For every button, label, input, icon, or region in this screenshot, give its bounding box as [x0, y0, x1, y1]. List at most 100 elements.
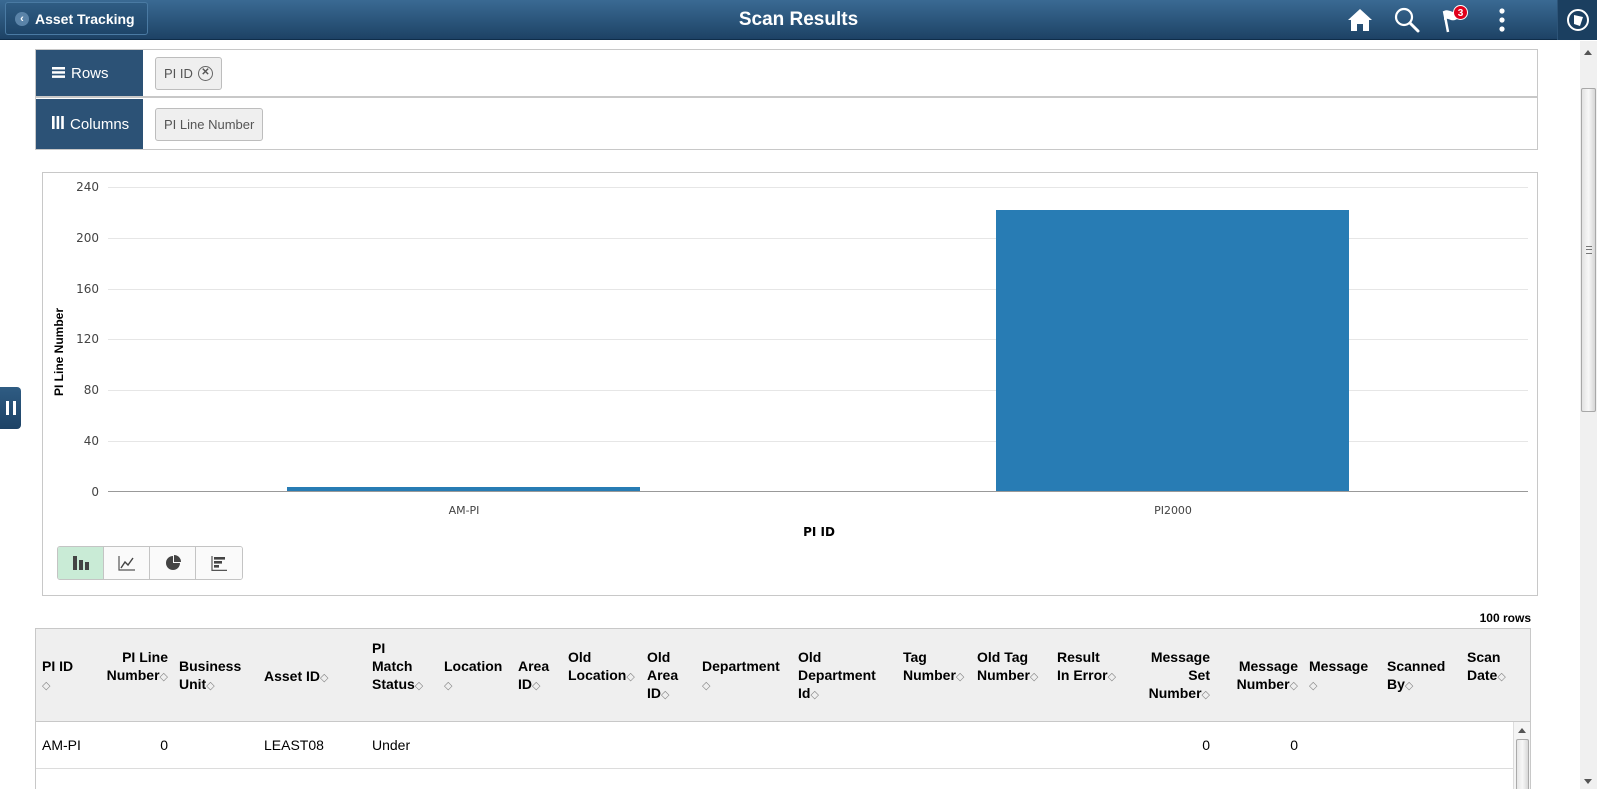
- sort-icon[interactable]: ◇: [444, 680, 453, 692]
- sort-icon[interactable]: ◇: [626, 671, 635, 683]
- bar-chart-button[interactable]: [58, 547, 105, 579]
- column-header[interactable]: Old Tag Number ◇: [977, 648, 1038, 686]
- column-header[interactable]: Old Area ID ◇: [647, 648, 678, 704]
- page-scrollbar[interactable]: [1580, 41, 1597, 789]
- sort-icon[interactable]: ◇: [1107, 671, 1117, 683]
- column-header[interactable]: Message ◇: [1309, 657, 1368, 695]
- results-grid: PI ID ◇ PI Line Number ◇ Business Unit ◇ Asset…: [35, 628, 1531, 789]
- pie-chart-button[interactable]: [150, 547, 196, 579]
- line-chart-button[interactable]: [104, 547, 150, 579]
- column-header-label: Status ◇: [372, 675, 423, 695]
- sort-icon[interactable]: ◇: [1201, 689, 1210, 701]
- home-icon[interactable]: [1346, 6, 1374, 34]
- sort-icon[interactable]: ◇: [661, 689, 670, 701]
- columns-drop-zone[interactable]: PI Line Number: [143, 99, 1537, 149]
- y-tick: 0: [91, 485, 99, 499]
- column-header[interactable]: Scanned By ◇: [1387, 657, 1445, 695]
- table-row[interactable]: AM-PI 0 LEAST08 Under 0 0: [36, 722, 1530, 769]
- grip-icon: [1586, 246, 1592, 254]
- gridline: [108, 289, 1528, 290]
- column-header-label: ID ◇: [518, 675, 549, 695]
- column-header-label: Location ◇: [568, 666, 635, 686]
- column-header[interactable]: Scan Date ◇: [1467, 648, 1506, 686]
- rows-chip-pi-id[interactable]: PI ID ✕: [155, 56, 222, 90]
- column-header-label: PI Line: [122, 649, 168, 665]
- sort-icon[interactable]: ◇: [42, 680, 51, 692]
- table-row[interactable]: [36, 769, 1530, 789]
- sort-icon[interactable]: ◇: [159, 671, 168, 683]
- side-panel-toggle[interactable]: [0, 387, 21, 429]
- grid-scrollbar[interactable]: [1513, 722, 1530, 789]
- column-header[interactable]: Message Number ◇: [1216, 657, 1298, 695]
- gridline: [108, 187, 1528, 188]
- scroll-thumb[interactable]: [1516, 739, 1529, 789]
- column-header[interactable]: Message Set Number ◇: [1126, 648, 1210, 704]
- column-header[interactable]: Tag Number ◇: [903, 648, 964, 686]
- sort-icon[interactable]: ◇: [702, 680, 711, 692]
- sort-icon[interactable]: ◇: [206, 680, 215, 692]
- chevron-left-icon: ‹: [15, 11, 29, 26]
- column-header[interactable]: PI ID ◇: [42, 657, 73, 695]
- sort-icon[interactable]: ◇: [1497, 671, 1506, 683]
- column-header-label: Id ◇: [798, 684, 876, 704]
- sort-icon[interactable]: ◇: [955, 671, 965, 683]
- sort-icon[interactable]: ◇: [532, 680, 541, 692]
- pie-chart-icon: [165, 555, 181, 570]
- scroll-down-arrow-icon[interactable]: [1584, 779, 1592, 784]
- sort-icon[interactable]: ◇: [810, 689, 819, 701]
- column-header[interactable]: PI Match Status ◇: [372, 639, 423, 695]
- actions-menu-icon[interactable]: [1488, 6, 1516, 34]
- sort-icon[interactable]: ◇: [1289, 680, 1298, 692]
- remove-chip-icon[interactable]: ✕: [197, 65, 213, 81]
- sort-icon[interactable]: ◇: [414, 680, 424, 692]
- pivot-rows-zone: Rows PI ID ✕: [36, 50, 1537, 98]
- horizontal-bar-chart-button[interactable]: [196, 547, 242, 579]
- scroll-thumb[interactable]: [1581, 88, 1596, 412]
- notification-count-badge: 3: [1453, 5, 1468, 20]
- navbar-compass-icon: [1567, 9, 1589, 31]
- column-header-label: Scan: [1467, 649, 1501, 665]
- column-header[interactable]: Asset ID ◇: [264, 667, 329, 687]
- back-button[interactable]: ‹ Asset Tracking: [5, 2, 148, 35]
- sort-icon[interactable]: ◇: [1029, 671, 1039, 683]
- column-header-label: PI: [372, 640, 386, 656]
- pivot-columns-zone: Columns PI Line Number: [36, 99, 1537, 149]
- x-tick: AM-PI: [448, 504, 480, 517]
- bar-chart-icon: [72, 556, 89, 570]
- search-icon[interactable]: [1393, 6, 1421, 34]
- x-axis-line: [108, 491, 1528, 492]
- gridline: [108, 441, 1528, 442]
- column-header-label: Message ◇: [1309, 657, 1368, 695]
- column-header-label: Old: [568, 649, 592, 665]
- column-header[interactable]: PI Line Number ◇: [106, 648, 168, 686]
- column-header[interactable]: Old Location ◇: [568, 648, 635, 686]
- bar-pi2000[interactable]: [996, 210, 1349, 491]
- column-header[interactable]: Old Department Id ◇: [798, 648, 876, 704]
- sort-icon[interactable]: ◇: [320, 672, 329, 684]
- navbar-button[interactable]: [1557, 0, 1597, 40]
- chip-label: PI Line Number: [164, 116, 255, 132]
- cell-message-number: 0: [1290, 737, 1298, 753]
- bar-am-pi[interactable]: [287, 487, 640, 491]
- column-header[interactable]: Result In Error ◇: [1057, 648, 1116, 686]
- y-tick: 200: [76, 231, 99, 245]
- column-header-label: PI ID ◇: [42, 657, 73, 695]
- notifications-flag-icon[interactable]: 3: [1440, 5, 1468, 34]
- column-header[interactable]: Department ◇: [702, 657, 780, 695]
- columns-chip-pi-line-number[interactable]: PI Line Number: [155, 107, 264, 141]
- scroll-up-arrow-icon[interactable]: [1518, 728, 1526, 733]
- sort-icon[interactable]: ◇: [1309, 680, 1318, 692]
- rows-label-text: Rows: [71, 64, 109, 82]
- rows-drop-zone[interactable]: PI ID ✕: [143, 50, 1537, 96]
- column-header[interactable]: Location ◇: [444, 657, 502, 695]
- column-header-label: Area: [647, 667, 679, 683]
- column-header-label: Set: [1188, 667, 1210, 683]
- horizontal-bar-chart-icon: [211, 555, 227, 571]
- sort-icon[interactable]: ◇: [1404, 680, 1414, 692]
- column-header-label: Unit ◇: [179, 675, 241, 695]
- gridline: [108, 390, 1528, 391]
- column-header[interactable]: Area ID ◇: [518, 657, 549, 695]
- scroll-up-arrow-icon[interactable]: [1584, 50, 1592, 55]
- column-header-label: Old: [647, 649, 671, 665]
- column-header[interactable]: Business Unit ◇: [179, 657, 241, 695]
